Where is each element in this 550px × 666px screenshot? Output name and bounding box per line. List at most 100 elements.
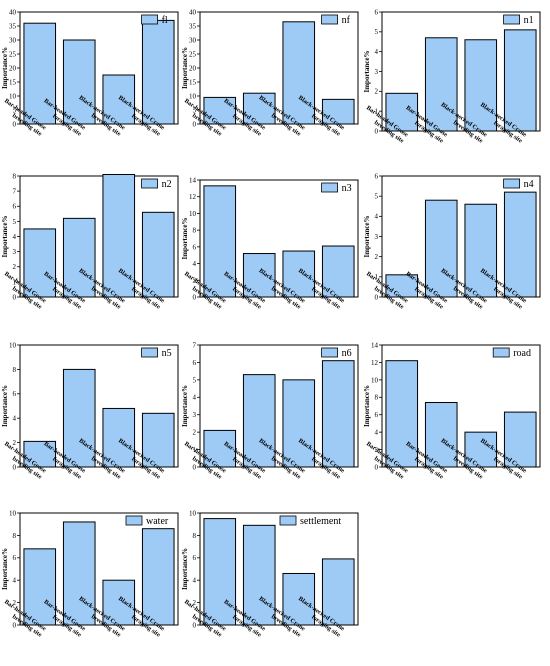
legend: fl [141, 14, 168, 26]
y-tick-label: 0 [13, 463, 17, 471]
bar [464, 39, 498, 132]
y-tick-label: 2 [13, 599, 17, 607]
y-tick-label: 40 [9, 8, 17, 16]
y-axis-label: Importance% [181, 47, 189, 89]
legend: n2 [141, 178, 172, 190]
legend-swatch [492, 347, 510, 358]
bar [102, 74, 136, 125]
bar [62, 368, 96, 468]
y-tick-label: 20 [9, 64, 17, 72]
legend-swatch [141, 178, 159, 189]
legend-label: settlement [300, 516, 341, 527]
y-tick-label: 0 [193, 120, 197, 128]
bar [385, 360, 419, 468]
y-tick-label: 3 [13, 248, 17, 256]
y-tick-label: 6 [193, 554, 197, 562]
bar [321, 360, 355, 468]
y-axis-label: Importance% [363, 385, 371, 427]
legend-swatch [279, 515, 297, 526]
y-tick-label: 2 [13, 439, 17, 447]
y-tick-label: 4 [375, 48, 379, 56]
legend-swatch [321, 14, 339, 25]
y-tick-label: 10 [189, 210, 197, 218]
y-tick-label: 0 [375, 127, 379, 135]
y-axis-label: Importance% [181, 385, 189, 427]
legend-swatch [503, 178, 521, 189]
bar [23, 22, 57, 125]
y-tick-label: 3 [375, 233, 379, 241]
y-tick-label: 5 [193, 106, 197, 114]
y-tick-label: 30 [189, 36, 197, 44]
y-tick-label: 10 [9, 92, 17, 100]
y-tick-label: 4 [193, 394, 197, 402]
bar [282, 572, 316, 626]
plot-frame [381, 344, 541, 468]
legend: road [492, 347, 531, 359]
bar [62, 39, 96, 125]
y-tick-label: 10 [189, 92, 197, 100]
bar [141, 19, 175, 125]
y-tick-label: 3 [193, 411, 197, 419]
y-tick-label: 0 [193, 463, 197, 471]
y-tick-label: 5 [13, 218, 17, 226]
y-tick-label: 5 [193, 376, 197, 384]
legend-label: n6 [342, 348, 352, 359]
bar [23, 440, 57, 468]
bar [424, 402, 458, 468]
bar [464, 203, 498, 298]
bar [424, 37, 458, 132]
y-tick-label: 14 [371, 341, 379, 349]
legend: water [125, 515, 169, 527]
legend-swatch [125, 515, 143, 526]
y-tick-label: 12 [189, 193, 197, 201]
y-tick-label: 4 [13, 415, 17, 423]
bar [321, 558, 355, 626]
y-tick-label: 0 [13, 621, 17, 629]
bar [203, 96, 237, 125]
y-tick-label: 35 [189, 22, 197, 30]
bar [385, 274, 419, 298]
y-tick-label: 0 [375, 293, 379, 301]
legend: n5 [141, 347, 172, 359]
y-tick-label: 0 [13, 120, 17, 128]
legend-label: n2 [162, 179, 172, 190]
y-tick-label: 3 [375, 68, 379, 76]
y-tick-label: 0 [13, 293, 17, 301]
y-tick-label: 6 [193, 243, 197, 251]
y-tick-label: 4 [13, 577, 17, 585]
y-tick-label: 1 [193, 446, 197, 454]
y-tick-label: 4 [193, 260, 197, 268]
legend-label: water [146, 516, 169, 527]
legend-swatch [141, 14, 159, 25]
y-tick-label: 10 [9, 509, 17, 517]
y-tick-label: 8 [375, 394, 379, 402]
bar [102, 579, 136, 626]
legend-swatch [321, 347, 339, 358]
y-axis-label: Importance% [1, 548, 9, 590]
y-tick-label: 7 [13, 188, 17, 196]
y-tick-label: 8 [13, 532, 17, 540]
plot-frame [19, 344, 179, 468]
y-tick-label: 5 [375, 28, 379, 36]
y-tick-label: 2 [375, 253, 379, 261]
y-tick-label: 4 [375, 429, 379, 437]
y-tick-label: 8 [193, 227, 197, 235]
legend-label: nf [342, 15, 351, 26]
y-tick-label: 7 [193, 341, 197, 349]
y-tick-label: 6 [13, 203, 17, 211]
y-tick-label: 4 [13, 233, 17, 241]
plot-frame [19, 512, 179, 626]
y-axis-label: Importance% [181, 218, 189, 260]
legend-swatch [141, 347, 159, 358]
legend: n1 [503, 14, 534, 26]
y-tick-label: 14 [189, 176, 197, 184]
bar [203, 185, 237, 298]
bar [321, 245, 355, 298]
